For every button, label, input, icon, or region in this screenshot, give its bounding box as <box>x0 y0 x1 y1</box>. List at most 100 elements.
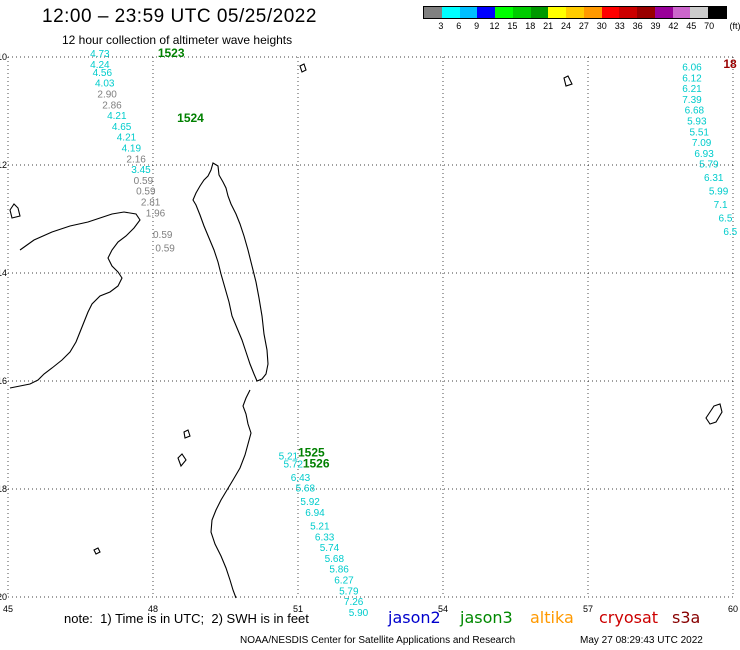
wave-height-observation: 5.93 <box>687 117 707 128</box>
wave-height-observation: 0.59 <box>153 230 173 241</box>
credit-line: NOAA/NESDIS Center for Satellite Applica… <box>240 635 516 646</box>
color-swatch <box>583 7 602 18</box>
color-swatch <box>566 7 584 18</box>
lon-tick-label: 51 <box>293 604 303 614</box>
wave-height-observation: 6.27 <box>334 576 354 587</box>
color-swatch <box>477 7 496 18</box>
wave-height-observation: 0.59 <box>136 187 156 198</box>
track-id-label: 1526 <box>303 456 330 470</box>
wave-height-observation: 5.86 <box>329 565 349 576</box>
color-swatch <box>459 7 478 18</box>
wave-height-observation: 5.99 <box>709 187 729 198</box>
color-swatch <box>530 7 549 18</box>
color-scale-label: 33 <box>614 21 625 31</box>
wave-height-observation: 6.43 <box>291 473 311 484</box>
coastline <box>9 63 723 599</box>
wave-height-observation: 2.86 <box>102 100 122 111</box>
wave-height-observation: 6.5 <box>719 214 733 225</box>
wave-height-observation: 5.51 <box>690 127 710 138</box>
wave-height-observation: 4.21 <box>117 133 137 144</box>
lat-tick-label: -18 <box>0 484 7 494</box>
wave-height-observation: 7.26 <box>344 597 364 608</box>
wave-height-observation: 6.12 <box>682 73 702 84</box>
wave-height-observation: 4.19 <box>122 144 142 155</box>
color-scale-label: 39 <box>650 21 661 31</box>
wave-height-observation: 5.90 <box>349 608 369 619</box>
lat-tick-label: -20 <box>0 592 7 602</box>
satellite-jason3-label: jason3 <box>460 608 513 627</box>
map-title: 12:00 – 23:59 UTC 05/25/2022 <box>42 6 317 27</box>
wave-height-observation: 4.24 <box>90 60 110 71</box>
track-id-label: 18 <box>723 57 737 71</box>
wave-height-observation: 2.90 <box>97 90 117 101</box>
wave-height-observation: 5.21 <box>279 451 299 462</box>
wave-height-observation: 4.03 <box>95 79 115 90</box>
lon-tick-label: 45 <box>3 604 13 614</box>
lat-tick-label: -10 <box>0 52 7 62</box>
color-scale-label: 21 <box>543 21 554 31</box>
mayotte-islet <box>183 429 191 439</box>
wave-height-observation: 4.65 <box>112 122 132 133</box>
madagascar-south-coast <box>210 389 252 599</box>
lon-tick-label: 54 <box>438 604 448 614</box>
wave-height-observation: 6.5 <box>723 227 737 238</box>
wave-height-observation: 6.68 <box>685 106 705 117</box>
track-id-label: 1523 <box>158 46 185 60</box>
color-scale-label: 9 <box>474 21 480 31</box>
wave-height-observation: 2.81 <box>141 198 161 209</box>
color-swatch <box>672 7 691 18</box>
madagascar-north-coast <box>192 162 269 382</box>
wave-height-observation: 6.21 <box>682 84 702 95</box>
wave-height-observation: 2.16 <box>126 154 146 165</box>
satellite-altika-label: altika <box>530 608 574 627</box>
track-id-label: 1525 <box>298 446 325 460</box>
color-swatch <box>441 7 460 18</box>
altimeter-observations: 4.734.244.564.032.902.864.214.654.214.19… <box>90 49 738 619</box>
axis-tick-labels: 45 48 51 54 57 60 -10 -12 -14 -16 -18 -20 <box>0 52 738 614</box>
color-scale-label: 70 <box>704 21 715 31</box>
color-swatch <box>512 7 531 18</box>
wave-height-observation: 6.06 <box>682 63 702 74</box>
color-swatch <box>424 7 442 18</box>
wave-height-observation: 1.96 <box>146 208 166 219</box>
lat-tick-label: -16 <box>0 376 7 386</box>
color-scale-label: 30 <box>596 21 607 31</box>
color-scale-unit: (ft) <box>729 21 740 31</box>
lat-tick-label: -12 <box>0 160 7 170</box>
wave-height-observation: 4.56 <box>93 68 113 79</box>
satellite-s3a-label: s3a <box>672 608 701 627</box>
wave-height-observation: 6.31 <box>704 173 724 184</box>
footer-note: note: 1) Time is in UTC; 2) SWH is in fe… <box>64 611 309 626</box>
color-scale-label: 36 <box>632 21 643 31</box>
wave-height-color-scale <box>423 6 727 19</box>
wave-height-observation: 5.68 <box>325 554 345 565</box>
color-swatch <box>601 7 620 18</box>
wave-height-observation: 5.72 <box>284 459 304 470</box>
color-scale-label: 6 <box>456 21 462 31</box>
color-swatch <box>690 7 709 18</box>
lon-tick-label: 48 <box>148 604 158 614</box>
wave-height-observation: 5.21 <box>310 522 330 533</box>
color-scale-label: 27 <box>578 21 589 31</box>
small-islet-north <box>299 63 307 73</box>
satellite-jason2-label: jason2 <box>388 608 441 627</box>
wave-height-observation: 4.21 <box>107 111 127 122</box>
bassas-islet <box>93 547 101 555</box>
wave-height-observation: 4.73 <box>90 49 110 60</box>
wave-height-observation: 3.45 <box>131 165 151 176</box>
color-scale-label: 45 <box>686 21 697 31</box>
comoros-islet <box>177 453 187 468</box>
track-id-label: 1524 <box>177 111 204 125</box>
lon-tick-label: 60 <box>728 604 738 614</box>
wave-height-observation: 6.93 <box>694 149 714 160</box>
color-swatch <box>495 7 513 18</box>
color-swatch <box>654 7 673 18</box>
wave-height-observation: 0.59 <box>155 243 175 254</box>
color-scale-label: 12 <box>489 21 500 31</box>
color-swatch <box>619 7 638 18</box>
wave-height-observation: 5.79 <box>699 160 719 171</box>
wave-height-observation: 7.09 <box>692 138 712 149</box>
lon-tick-label: 57 <box>583 604 593 614</box>
wave-height-observation: 6.94 <box>305 508 325 519</box>
